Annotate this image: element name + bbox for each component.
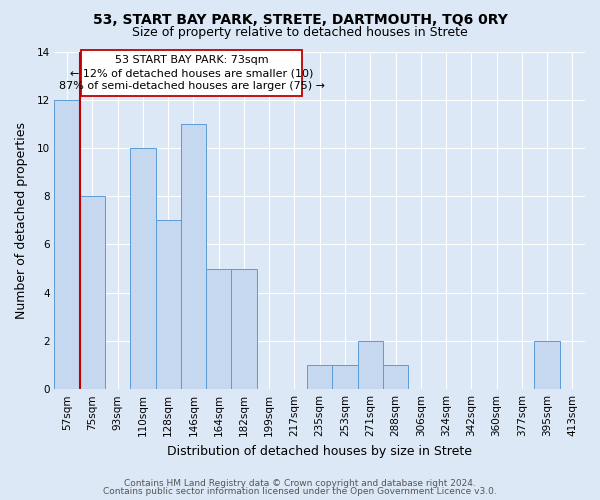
Bar bbox=[80, 196, 105, 389]
Bar bbox=[332, 365, 358, 389]
X-axis label: Distribution of detached houses by size in Strete: Distribution of detached houses by size … bbox=[167, 444, 472, 458]
FancyBboxPatch shape bbox=[81, 50, 302, 96]
Bar bbox=[206, 268, 231, 389]
Bar bbox=[130, 148, 155, 389]
Bar bbox=[307, 365, 332, 389]
Text: 53, START BAY PARK, STRETE, DARTMOUTH, TQ6 0RY: 53, START BAY PARK, STRETE, DARTMOUTH, T… bbox=[92, 12, 508, 26]
Bar bbox=[358, 341, 383, 389]
Bar bbox=[181, 124, 206, 389]
Bar bbox=[155, 220, 181, 389]
Bar bbox=[383, 365, 408, 389]
Bar bbox=[55, 100, 80, 389]
Text: Size of property relative to detached houses in Strete: Size of property relative to detached ho… bbox=[132, 26, 468, 39]
Text: Contains HM Land Registry data © Crown copyright and database right 2024.: Contains HM Land Registry data © Crown c… bbox=[124, 478, 476, 488]
Text: 53 START BAY PARK: 73sqm
← 12% of detached houses are smaller (10)
87% of semi-d: 53 START BAY PARK: 73sqm ← 12% of detach… bbox=[59, 55, 325, 92]
Text: Contains public sector information licensed under the Open Government Licence v3: Contains public sector information licen… bbox=[103, 487, 497, 496]
Y-axis label: Number of detached properties: Number of detached properties bbox=[15, 122, 28, 319]
Bar bbox=[231, 268, 257, 389]
Bar bbox=[535, 341, 560, 389]
